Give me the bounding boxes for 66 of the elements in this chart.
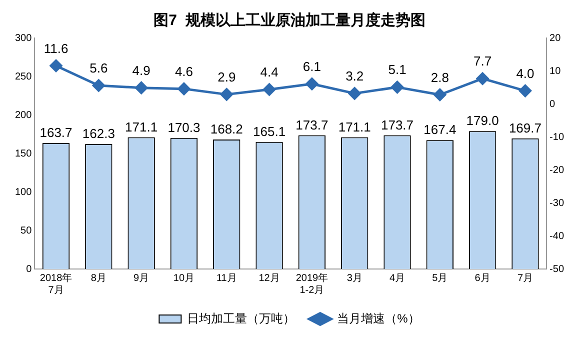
data-label: 163.7 <box>40 125 72 140</box>
data-label: 4.0 <box>516 66 534 81</box>
data-label: 169.7 <box>508 120 542 136</box>
data-label: 179.0 <box>466 113 499 128</box>
point <box>348 87 361 100</box>
data-label: 11.6 <box>44 40 68 56</box>
x-tick-label: 12月 <box>258 272 280 284</box>
data-label: 7.7 <box>474 54 492 69</box>
y2-tick-label: -20 <box>550 164 564 176</box>
y-tick-label: 300 <box>14 32 32 44</box>
data-label: 2.8 <box>430 70 449 85</box>
y-tick-label: 0 <box>26 264 32 275</box>
data-label: 5.6 <box>90 60 108 76</box>
y2-tick-label: -40 <box>550 230 564 242</box>
point <box>391 80 404 94</box>
x-tick-label: 7月 <box>517 272 533 284</box>
y-tick-label: 200 <box>14 110 32 121</box>
y2-tick-label: 20 <box>550 32 562 44</box>
y2-tick-label: -50 <box>550 264 564 275</box>
x-tick-label: 8月 <box>90 272 106 284</box>
y2-tick-label: -10 <box>550 132 564 143</box>
data-label: 171.1 <box>338 119 371 134</box>
y2-tick-label: 0 <box>550 98 556 110</box>
x-tick-label: 5月 <box>432 272 448 284</box>
point <box>92 79 105 92</box>
chart-title: 图7 规模以上工业原油加工量月度走势图 <box>154 11 426 30</box>
y-tick-label: 250 <box>14 71 32 82</box>
data-label: 3.2 <box>346 68 364 84</box>
y2-tick-label: -30 <box>550 198 564 209</box>
point <box>434 88 446 102</box>
x-tick-label: 2018年 7月 <box>40 272 72 296</box>
x-tick-label: 6月 <box>474 272 490 284</box>
x-tick-label: 3月 <box>346 272 362 284</box>
x-tick-label: 10月 <box>173 272 195 284</box>
x-tick-label: 4月 <box>389 272 406 284</box>
data-label: 4.4 <box>260 64 278 80</box>
legend-label: 当月增速（%） <box>337 311 420 326</box>
point <box>263 83 276 96</box>
data-label: 173.7 <box>296 117 328 132</box>
legend-label: 日均加工量（万吨） <box>187 311 296 326</box>
data-label: 171.1 <box>125 119 158 134</box>
data-label: 6.1 <box>302 58 321 74</box>
y-tick-label: 100 <box>14 186 32 198</box>
data-label: 167.4 <box>424 122 456 138</box>
data-label: 4.9 <box>132 62 150 78</box>
point <box>306 78 318 90</box>
point <box>178 82 190 96</box>
x-tick-label: 2019年 1-2月 <box>296 272 328 296</box>
data-label: 173.7 <box>380 117 414 132</box>
data-label: 2.9 <box>218 70 236 85</box>
point <box>220 88 233 101</box>
data-label: 165.1 <box>253 124 286 139</box>
point <box>135 82 148 94</box>
point <box>476 72 489 85</box>
point <box>518 84 532 98</box>
data-label: 4.6 <box>174 64 194 79</box>
y-tick-label: 50 <box>20 225 32 236</box>
y2-tick-label: 10 <box>550 66 562 77</box>
data-label: 170.3 <box>168 120 200 135</box>
data-label: 5.1 <box>388 62 406 78</box>
data-label: 162.3 <box>82 126 115 142</box>
x-tick-label: 9月 <box>134 272 150 284</box>
y-tick-label: 150 <box>14 148 32 160</box>
point <box>50 59 62 72</box>
x-tick-label: 11月 <box>216 272 237 284</box>
data-label: 168.2 <box>210 122 243 137</box>
